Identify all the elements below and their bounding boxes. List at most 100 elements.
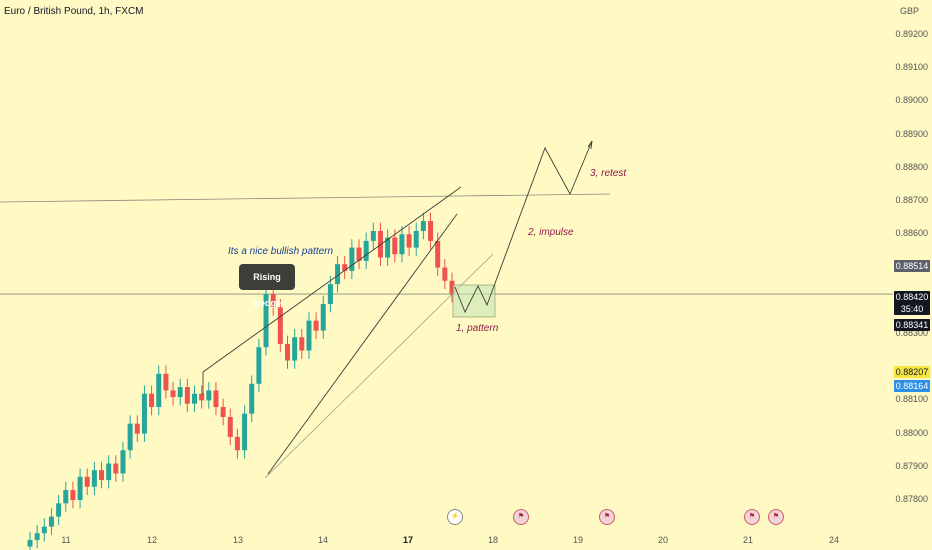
y-tick-label: 0.87800 <box>895 494 928 505</box>
candle-body <box>220 407 226 417</box>
candle-body <box>342 264 348 271</box>
y-tick-label: 0.87900 <box>895 460 928 471</box>
flag-event-icon[interactable]: ⚑ <box>768 509 784 525</box>
x-tick-label: 12 <box>146 535 157 545</box>
candle-body <box>127 423 133 451</box>
candle-body <box>263 294 269 348</box>
y-tick-label: 0.89000 <box>895 95 928 106</box>
candle-body <box>249 383 255 414</box>
price-label-blue: 0.88164 <box>894 380 930 392</box>
y-tick-label: 0.88100 <box>895 394 928 405</box>
x-tick-label: 14 <box>317 535 328 545</box>
y-tick-label: 0.88900 <box>895 128 928 139</box>
candle-body <box>320 304 326 331</box>
candle-body <box>170 390 176 398</box>
chart-title: Euro / British Pound, 1h, FXCM <box>4 6 144 17</box>
candle-body <box>213 390 219 408</box>
candle-body <box>156 373 162 408</box>
candle-body <box>399 234 405 255</box>
candle-body <box>442 267 448 281</box>
candle-body <box>99 470 105 481</box>
candle-body <box>435 240 441 268</box>
annotation-impulse[interactable]: 2, impulse <box>528 227 574 238</box>
flag-event-icon[interactable]: ⚑ <box>599 509 615 525</box>
candle-body <box>277 307 283 344</box>
candle-body <box>242 413 248 451</box>
candle-body <box>349 247 355 271</box>
candle-body <box>120 450 126 474</box>
current-price: 0.88420 <box>895 292 929 302</box>
candle-body <box>199 393 205 401</box>
annotation-bullish[interactable]: Its a nice bullish pattern <box>228 246 334 257</box>
candle-body <box>84 476 90 487</box>
candle-body <box>206 390 212 401</box>
candle-body <box>356 247 362 261</box>
candle-body <box>256 347 262 384</box>
candle-body <box>184 387 190 404</box>
candle-body <box>406 234 412 248</box>
annotation-retest[interactable]: 3, retest <box>590 168 627 179</box>
candle-body <box>327 284 333 305</box>
candle-body <box>270 294 276 308</box>
candle-body <box>413 230 419 248</box>
candle-body <box>363 240 369 261</box>
bar-countdown: 35:40 <box>900 304 924 314</box>
wedge-lower-line <box>267 213 458 475</box>
x-tick-label: 17 <box>402 535 413 545</box>
y-tick-label: 0.88800 <box>895 161 928 172</box>
candle-body <box>149 393 155 408</box>
candle-body <box>63 490 69 504</box>
candle-body <box>34 533 40 540</box>
annotation-pattern[interactable]: 1, pattern <box>456 323 499 334</box>
x-tick-label: 18 <box>487 535 498 545</box>
wedge-upper-line <box>202 186 462 374</box>
price-label-yellow: 0.88207 <box>894 366 930 378</box>
projection-arrowhead <box>587 140 593 150</box>
candle-body <box>299 337 305 351</box>
candle-body <box>27 539 33 547</box>
candle-body <box>428 220 434 241</box>
annotation-rising-wedge[interactable]: Rising wedge <box>239 264 295 308</box>
price-label-level-low: 0.88341 <box>894 319 930 331</box>
candle-body <box>313 320 319 331</box>
candle-body <box>392 237 398 255</box>
lightning-event-icon[interactable]: ⚡ <box>447 509 463 525</box>
candle-body <box>48 516 54 527</box>
candle-body <box>234 436 240 451</box>
current-price-box: 0.88420 35:40 <box>894 291 930 315</box>
candle-body <box>370 230 376 241</box>
candle-body <box>177 387 183 398</box>
candle-body <box>77 476 83 501</box>
projection-path <box>454 140 593 314</box>
candle-body <box>113 463 119 474</box>
candle-body <box>385 237 391 258</box>
x-tick-label: 21 <box>742 535 753 545</box>
x-tick-label: 19 <box>572 535 583 545</box>
candle-body <box>335 264 341 285</box>
candle-body <box>41 526 47 534</box>
candle-body <box>420 220 426 231</box>
x-tick-label: 11 <box>61 535 71 545</box>
candle-body <box>292 337 298 361</box>
flag-event-icon[interactable]: ⚑ <box>513 509 529 525</box>
resistance-line <box>0 193 611 203</box>
y-tick-label: 0.88700 <box>895 195 928 206</box>
x-tick-label: 13 <box>232 535 243 545</box>
candle-body <box>306 320 312 351</box>
currency-label: GBP <box>900 6 920 16</box>
candle-body <box>56 503 62 517</box>
y-tick-label: 0.89200 <box>895 28 928 39</box>
candle-body <box>163 373 169 391</box>
candle-body <box>284 343 290 361</box>
y-tick-label: 0.89100 <box>895 62 928 73</box>
candle-body <box>106 463 112 481</box>
candle-body <box>449 280 455 295</box>
candle-body <box>91 470 97 487</box>
x-tick-label: 20 <box>657 535 668 545</box>
flag-event-icon[interactable]: ⚑ <box>744 509 760 525</box>
candle-body <box>141 393 147 434</box>
candle-body <box>70 490 76 501</box>
candle-body <box>192 393 198 404</box>
